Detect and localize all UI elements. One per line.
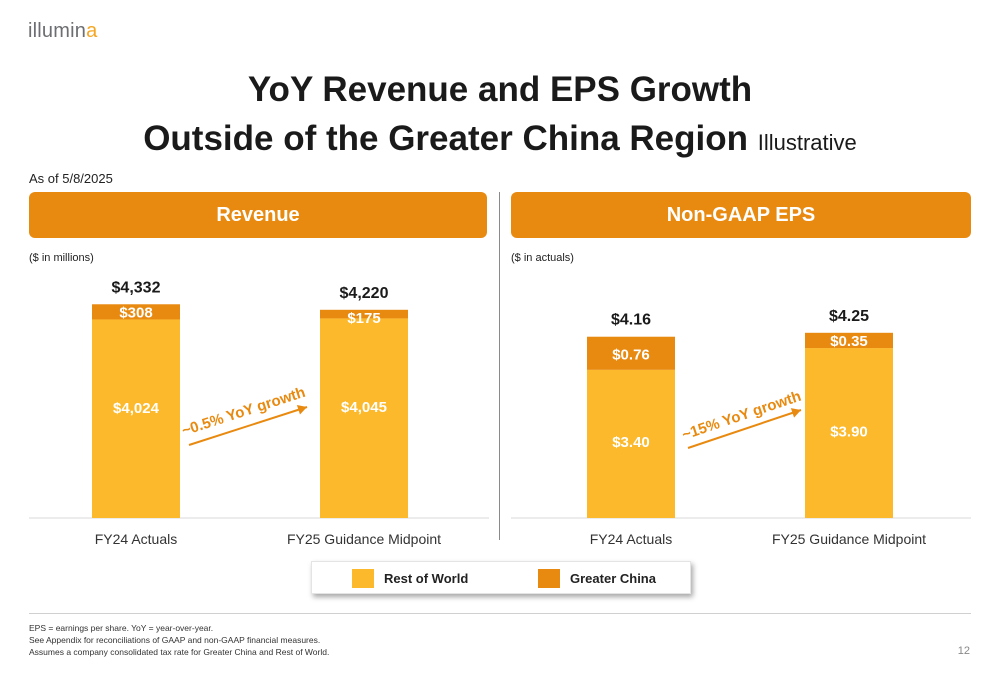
category-label: FY24 Actuals <box>95 531 178 547</box>
bar-rest-of-world <box>805 348 893 518</box>
revenue-unit-note: ($ in millions) <box>29 252 94 264</box>
chart-legend: Rest of World Greater China <box>311 561 691 594</box>
eps-unit-note: ($ in actuals) <box>511 252 574 264</box>
page-number: 12 <box>957 645 970 657</box>
data-label-rest-of-world: $4,045 <box>341 399 387 416</box>
bar-rest-of-world <box>92 319 180 518</box>
page-title-line1: YoY Revenue and EPS Growth <box>247 70 753 109</box>
footer-divider <box>29 613 971 614</box>
growth-annotation: ~0.5% YoY growth <box>180 384 308 440</box>
category-label: FY25 Guidance Midpoint <box>287 531 441 547</box>
data-label-greater-china: $0.35 <box>830 333 868 350</box>
legend-label-greater-china: Greater China <box>570 571 656 586</box>
bar-greater-china <box>320 309 408 319</box>
bar-greater-china <box>587 336 675 370</box>
data-label-greater-china: $175 <box>347 310 380 327</box>
page-title-line2: Outside of the Greater China Region Illu… <box>0 118 1000 164</box>
data-label-rest-of-world: $3.40 <box>612 434 650 451</box>
data-label-total: $4,332 <box>112 279 161 296</box>
legend-greater-china: Greater China <box>538 569 656 588</box>
growth-arrow-line <box>687 409 802 449</box>
data-label-greater-china: $0.76 <box>612 346 650 363</box>
data-label-total: $4,220 <box>340 285 389 302</box>
footnote-line: EPS = earnings per share. YoY = year-ove… <box>29 623 214 633</box>
category-label: FY24 Actuals <box>590 531 673 547</box>
revenue-header: Revenue <box>29 192 487 238</box>
growth-arrow-head <box>790 408 801 418</box>
legend-swatch-greater-china <box>538 569 560 588</box>
footnote-line: See Appendix for reconciliations of GAAP… <box>29 635 321 645</box>
revenue-chart: $4,024 $308 $4,332 FY24 Actuals $4,045 $175 $4… <box>29 279 489 547</box>
page-title-line2-text: Outside of the Greater China Region <box>143 119 748 158</box>
illumina-logo: illumina <box>28 20 98 42</box>
data-label-rest-of-world: $3.90 <box>830 423 868 440</box>
data-label-total: $4.25 <box>829 308 869 325</box>
as-of-date: As of 5/8/2025 <box>29 171 113 186</box>
data-label-total: $4.16 <box>611 312 651 329</box>
legend-swatch-rest-of-world <box>352 569 374 588</box>
bar-greater-china <box>92 304 180 320</box>
category-label: FY25 Guidance Midpoint <box>772 531 926 547</box>
data-label-greater-china: $308 <box>119 304 152 321</box>
bar-rest-of-world <box>587 369 675 518</box>
bar-rest-of-world <box>320 318 408 518</box>
legend-rest-of-world: Rest of World <box>352 569 468 588</box>
growth-arrow-line <box>188 406 308 446</box>
eps-header: Non-GAAP EPS <box>511 192 971 238</box>
illustrative-label: Illustrative <box>757 130 857 155</box>
panel-divider <box>499 192 500 540</box>
data-label-rest-of-world: $4,024 <box>113 400 160 417</box>
growth-arrow-head <box>296 404 307 415</box>
eps-chart: $3.40 $0.76 $4.16 FY24 Actuals $3.90 $0.35 $4.… <box>511 308 971 547</box>
bar-greater-china <box>805 332 893 349</box>
footnotes: EPS = earnings per share. YoY = year-ove… <box>29 622 329 658</box>
footnote-line: Assumes a company consolidated tax rate … <box>29 647 330 657</box>
legend-label-rest-of-world: Rest of World <box>384 571 469 586</box>
